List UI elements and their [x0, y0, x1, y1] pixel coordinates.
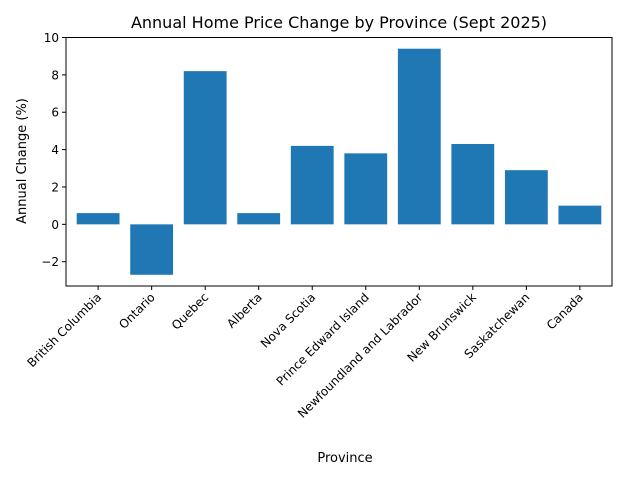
x-tick-label: Ontario — [116, 290, 158, 332]
y-tick-label: 8 — [51, 68, 59, 82]
x-tick-label: British Columbia — [24, 290, 104, 370]
x-tick-label: Alberta — [224, 290, 265, 331]
y-tick-label: 6 — [51, 106, 59, 120]
bar-new-brunswick — [451, 144, 495, 225]
bar-british-columbia — [76, 213, 120, 225]
bar-prince-edward-island — [344, 153, 388, 225]
bar-quebec — [183, 71, 227, 225]
bar-alberta — [237, 213, 281, 225]
bar-saskatchewan — [504, 170, 548, 225]
axes-frame — [65, 37, 613, 287]
y-tick-label: 0 — [51, 218, 59, 232]
x-tick-label: Quebec — [169, 290, 211, 332]
chart-title: Annual Home Price Change by Province (Se… — [131, 13, 547, 32]
bar-nova-scotia — [290, 145, 334, 225]
bar-canada — [558, 205, 602, 225]
y-tick-label: 10 — [44, 31, 59, 45]
y-axis-label: Annual Change (%) — [15, 98, 30, 224]
y-tick-label: 2 — [51, 180, 59, 194]
x-tick-label: Prince Edward Island — [274, 290, 372, 388]
y-tick-label: −2 — [41, 255, 59, 269]
bar-newfoundland-and-labrador — [397, 48, 441, 225]
y-tick-label: 4 — [51, 143, 59, 157]
x-axis-label: Province — [317, 451, 372, 466]
x-tick-label: Canada — [544, 290, 586, 332]
bar-ontario — [130, 224, 174, 275]
